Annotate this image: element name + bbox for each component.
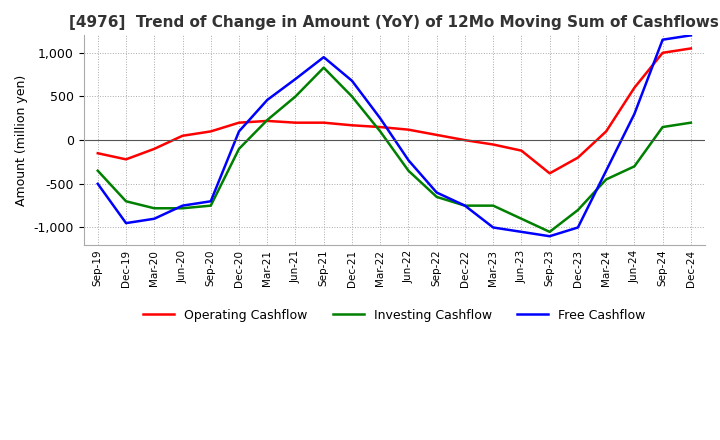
Free Cashflow — [545, 234, 554, 239]
Free Cashflow — [602, 168, 611, 173]
Line: Free Cashflow: Free Cashflow — [98, 35, 691, 236]
Operating Cashflow — [348, 123, 356, 128]
Title: [4976]  Trend of Change in Amount (YoY) of 12Mo Moving Sum of Cashflows: [4976] Trend of Change in Amount (YoY) o… — [69, 15, 719, 30]
Operating Cashflow — [263, 118, 271, 124]
Investing Cashflow — [122, 198, 130, 204]
Free Cashflow — [461, 203, 469, 208]
Line: Operating Cashflow: Operating Cashflow — [98, 48, 691, 173]
Investing Cashflow — [687, 120, 696, 125]
Operating Cashflow — [94, 150, 102, 156]
Investing Cashflow — [574, 207, 582, 213]
Operating Cashflow — [687, 46, 696, 51]
Operating Cashflow — [235, 120, 243, 125]
Free Cashflow — [348, 78, 356, 84]
Investing Cashflow — [404, 168, 413, 173]
Free Cashflow — [178, 203, 186, 208]
Operating Cashflow — [545, 171, 554, 176]
Legend: Operating Cashflow, Investing Cashflow, Free Cashflow: Operating Cashflow, Investing Cashflow, … — [138, 304, 651, 327]
Investing Cashflow — [376, 129, 384, 134]
Free Cashflow — [94, 181, 102, 187]
Free Cashflow — [263, 97, 271, 103]
Investing Cashflow — [348, 94, 356, 99]
Investing Cashflow — [178, 205, 186, 211]
Operating Cashflow — [178, 133, 186, 139]
Free Cashflow — [574, 225, 582, 230]
Investing Cashflow — [461, 203, 469, 208]
Investing Cashflow — [235, 146, 243, 151]
Operating Cashflow — [658, 50, 667, 55]
Free Cashflow — [291, 77, 300, 82]
Free Cashflow — [517, 229, 526, 235]
Operating Cashflow — [489, 142, 498, 147]
Free Cashflow — [320, 55, 328, 60]
Operating Cashflow — [461, 138, 469, 143]
Operating Cashflow — [320, 120, 328, 125]
Investing Cashflow — [94, 168, 102, 173]
Investing Cashflow — [545, 229, 554, 235]
Investing Cashflow — [517, 216, 526, 221]
Free Cashflow — [150, 216, 158, 221]
Free Cashflow — [122, 220, 130, 226]
Operating Cashflow — [602, 129, 611, 134]
Free Cashflow — [687, 33, 696, 38]
Free Cashflow — [404, 158, 413, 163]
Investing Cashflow — [489, 203, 498, 208]
Operating Cashflow — [207, 129, 215, 134]
Line: Investing Cashflow: Investing Cashflow — [98, 68, 691, 232]
Operating Cashflow — [574, 155, 582, 160]
Investing Cashflow — [291, 94, 300, 99]
Free Cashflow — [630, 111, 639, 117]
Investing Cashflow — [263, 117, 271, 123]
Free Cashflow — [207, 198, 215, 204]
Operating Cashflow — [376, 125, 384, 130]
Operating Cashflow — [517, 148, 526, 153]
Y-axis label: Amount (million yen): Amount (million yen) — [15, 74, 28, 206]
Operating Cashflow — [291, 120, 300, 125]
Investing Cashflow — [320, 65, 328, 70]
Operating Cashflow — [150, 146, 158, 151]
Operating Cashflow — [433, 132, 441, 138]
Free Cashflow — [658, 37, 667, 42]
Investing Cashflow — [207, 203, 215, 208]
Investing Cashflow — [433, 194, 441, 200]
Investing Cashflow — [658, 125, 667, 130]
Investing Cashflow — [150, 205, 158, 211]
Investing Cashflow — [630, 164, 639, 169]
Investing Cashflow — [602, 177, 611, 182]
Free Cashflow — [433, 190, 441, 195]
Operating Cashflow — [630, 85, 639, 90]
Free Cashflow — [376, 116, 384, 121]
Free Cashflow — [235, 129, 243, 134]
Operating Cashflow — [122, 157, 130, 162]
Free Cashflow — [489, 225, 498, 230]
Operating Cashflow — [404, 127, 413, 132]
